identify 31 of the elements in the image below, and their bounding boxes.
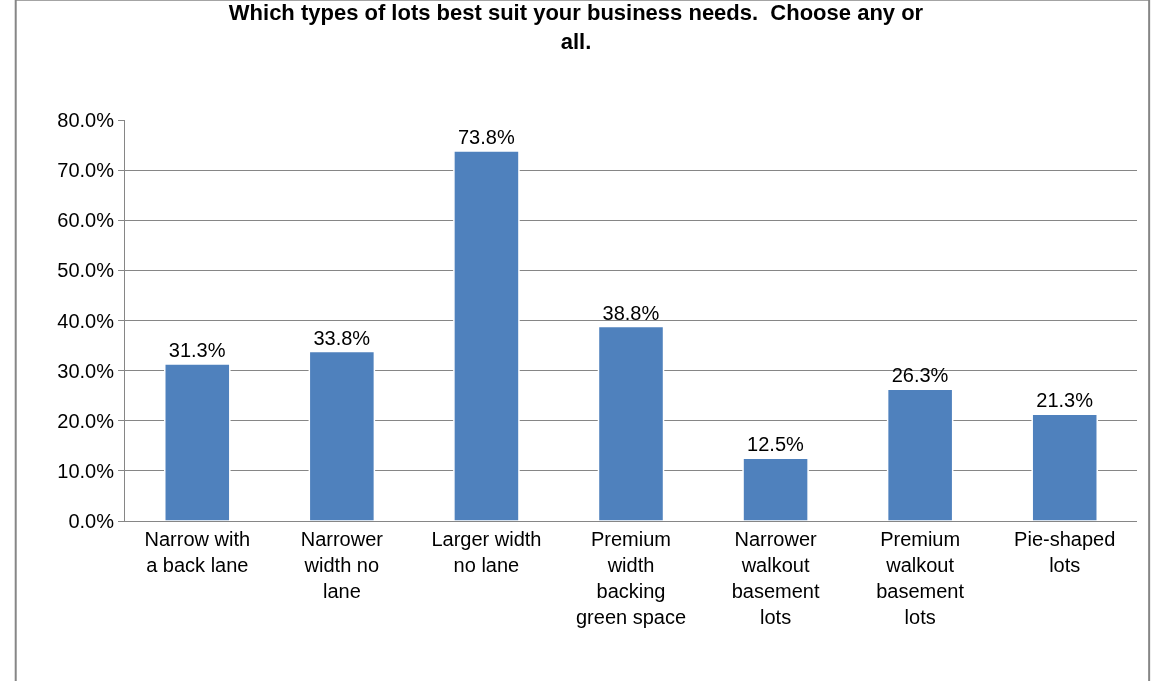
data-label: 31.3% — [168, 339, 226, 362]
y-tick-label: 50.0% — [57, 259, 115, 282]
y-tick-label: 40.0% — [57, 309, 115, 332]
x-tick-label: Premium width backing green space — [575, 528, 687, 628]
y-tick-label: 70.0% — [57, 159, 115, 182]
y-tick-label: 30.0% — [57, 359, 115, 382]
x-tick-label: Narrower width no lane — [300, 528, 384, 602]
y-tick-label: 0.0% — [68, 510, 115, 532]
bar — [742, 457, 809, 521]
y-tick-label: 60.0% — [57, 209, 115, 232]
y-tick-label: 80.0% — [57, 109, 115, 131]
data-label: 26.3% — [891, 364, 949, 387]
bar — [597, 325, 665, 521]
bar — [886, 388, 954, 521]
data-label: 12.5% — [747, 433, 805, 456]
data-label: 38.8% — [602, 301, 660, 324]
x-tick-label: Narrow with a back lane — [144, 528, 251, 576]
x-tick-label: Larger width no lane — [431, 528, 542, 576]
data-label: 21.3% — [1036, 389, 1094, 412]
chart-title: Which types of lots best suit your business needs. Choose any or all. — [228, 0, 924, 55]
x-tick-label: Pie-shaped lots — [1014, 528, 1116, 576]
bar — [164, 363, 231, 521]
data-label: 33.8% — [313, 326, 371, 349]
y-tick-label: 10.0% — [57, 459, 115, 482]
y-tick-label: 20.0% — [57, 409, 115, 432]
bar — [1031, 413, 1098, 521]
bar — [308, 350, 376, 521]
bar — [453, 150, 520, 521]
x-tick-label: Premium walkout basement lots — [876, 528, 965, 628]
x-tick-label: Narrower walkout basement lots — [731, 528, 820, 628]
data-label: 73.8% — [457, 126, 515, 149]
